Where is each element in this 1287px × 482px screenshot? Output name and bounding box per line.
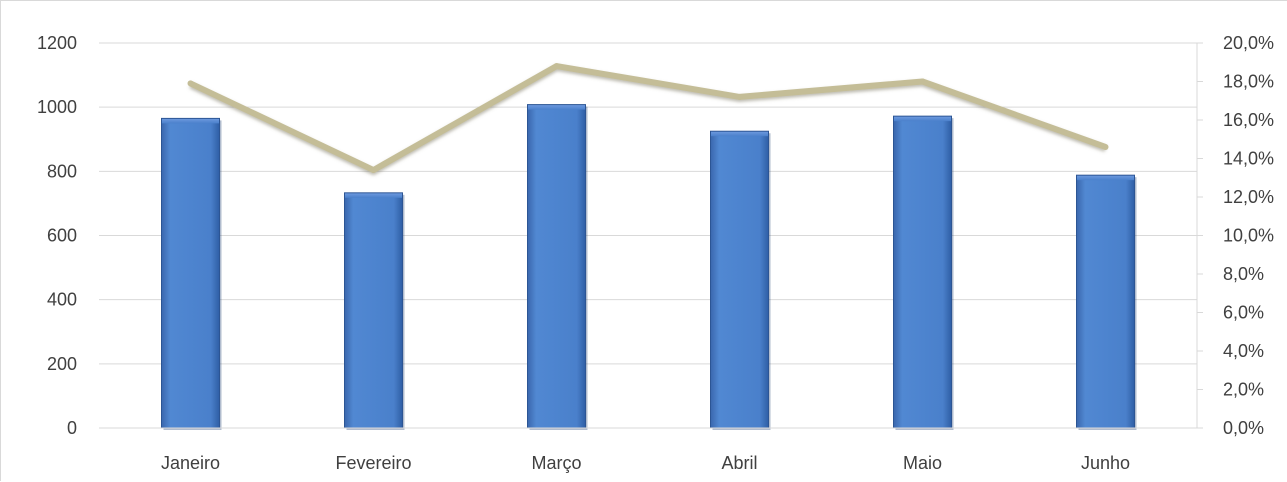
bar bbox=[161, 117, 222, 430]
right-tick-label: 18,0% bbox=[1223, 72, 1274, 92]
bar bbox=[527, 104, 588, 430]
right-tick-label: 10,0% bbox=[1223, 226, 1274, 246]
right-tick-label: 6,0% bbox=[1223, 303, 1264, 323]
right-tick-label: 2,0% bbox=[1223, 380, 1264, 400]
line-path bbox=[189, 63, 1107, 174]
right-tick-label: 20,0% bbox=[1223, 33, 1274, 53]
line-point bbox=[736, 93, 743, 100]
right-tick-label: 8,0% bbox=[1223, 264, 1264, 284]
line-point bbox=[919, 78, 926, 85]
left-tick-label: 1000 bbox=[37, 97, 77, 117]
left-tick-label: 400 bbox=[47, 290, 77, 310]
left-tick-label: 1200 bbox=[37, 33, 77, 53]
bar-series bbox=[161, 104, 1137, 431]
category-axis: Janeiro Fevereiro Março Abril Maio Junho bbox=[99, 427, 1197, 473]
line-point bbox=[187, 80, 194, 87]
category-label: Maio bbox=[903, 453, 942, 473]
bar bbox=[1076, 174, 1137, 430]
left-tick-label: 800 bbox=[47, 161, 77, 181]
category-label: Fevereiro bbox=[335, 453, 411, 473]
line-series bbox=[187, 63, 1109, 174]
right-axis: 0,0% 2,0% 4,0% 6,0% 8,0% 10,0% 12,0% 14,0% 16,0%… bbox=[1196, 33, 1274, 438]
right-tick-label: 14,0% bbox=[1223, 149, 1274, 169]
bar bbox=[893, 115, 954, 431]
category-label: Abril bbox=[721, 453, 757, 473]
category-label: Junho bbox=[1081, 453, 1130, 473]
gridlines bbox=[99, 42, 1197, 429]
left-tick-label: 600 bbox=[47, 226, 77, 246]
right-tick-label: 12,0% bbox=[1223, 187, 1274, 207]
right-tick-label: 16,0% bbox=[1223, 110, 1274, 130]
right-tick-label: 0,0% bbox=[1223, 418, 1264, 438]
right-tick-label: 4,0% bbox=[1223, 341, 1264, 361]
line-point bbox=[1102, 143, 1109, 150]
left-tick-label: 200 bbox=[47, 354, 77, 374]
category-label: Janeiro bbox=[161, 453, 220, 473]
left-axis: 0 200 400 600 800 1000 1200 bbox=[37, 33, 77, 438]
line-point bbox=[553, 63, 560, 70]
bar bbox=[344, 192, 405, 430]
line-point bbox=[370, 167, 377, 174]
bar bbox=[710, 130, 771, 430]
left-tick-label: 0 bbox=[67, 418, 77, 438]
category-label: Março bbox=[531, 453, 581, 473]
